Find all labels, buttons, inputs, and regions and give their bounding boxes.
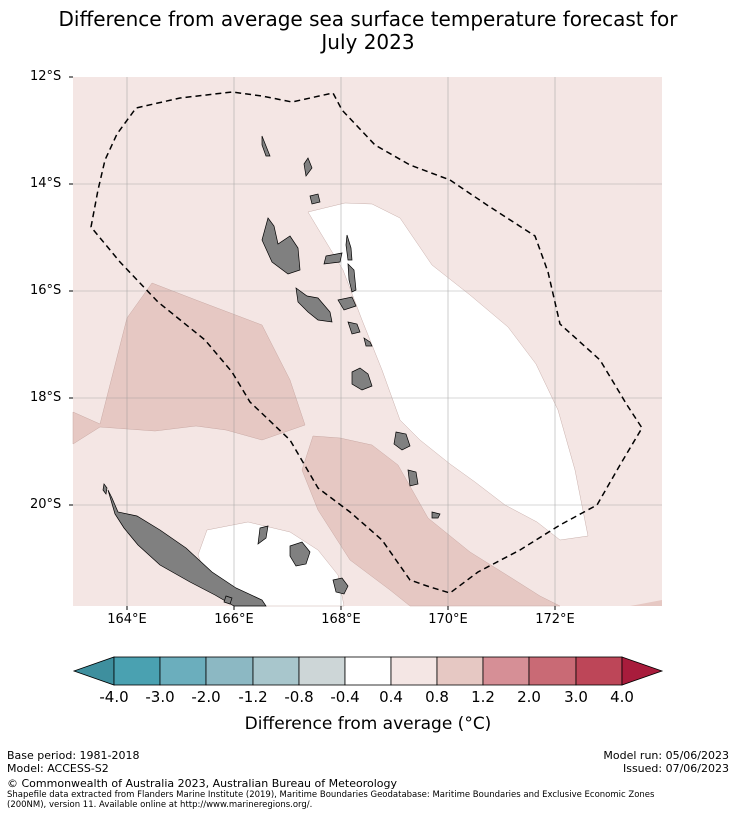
island-ambrym: [337, 296, 357, 311]
island-pentecost: [347, 263, 357, 293]
island-shepherds: [363, 337, 373, 347]
island-ambae: [323, 252, 343, 265]
island-efate: [351, 367, 373, 391]
island-epi: [347, 321, 361, 335]
lon-label-168e: 168°E: [321, 612, 361, 627]
island-new-caledonia: [107, 489, 267, 607]
island-banks: [261, 135, 271, 157]
footer-left: Base period: 1981-2018 Model: ACCESS-S2: [7, 749, 139, 775]
colorbar-segment-11: [575, 656, 623, 686]
colorbar-segment-8: [436, 656, 484, 686]
model-name: Model: ACCESS-S2: [7, 762, 109, 775]
island-belep: [102, 483, 108, 495]
map-title: Difference from average sea surface temp…: [0, 8, 736, 54]
lat-label-18s: 18°S: [30, 390, 62, 405]
island-maewo: [345, 234, 353, 261]
colorbar-tick-label: 2.0: [517, 688, 541, 706]
colorbar-tick-label: 4.0: [610, 688, 634, 706]
colorbar-tick-label: -0.4: [330, 688, 360, 706]
colorbar-tick-label: 0.8: [425, 688, 449, 706]
colorbar: [72, 656, 664, 686]
title-line-1: Difference from average sea surface temp…: [58, 7, 678, 31]
colorbar-tick-label: 0.4: [379, 688, 403, 706]
source-line-1: Shapefile data extracted from Flanders M…: [7, 790, 655, 800]
colorbar-tick-label: -0.8: [284, 688, 314, 706]
colorbar-tick-label: -3.0: [145, 688, 175, 706]
anomaly-band-south: [301, 435, 561, 607]
lat-label-20s: 20°S: [30, 497, 62, 512]
source-attribution: Shapefile data extracted from Flanders M…: [7, 790, 727, 810]
copyright-notice: © Commonwealth of Australia 2023, Austra…: [7, 777, 397, 790]
colorbar-tick-label: -2.0: [191, 688, 221, 706]
model-run-date: Model run: 05/06/2023: [603, 749, 729, 762]
island-mare: [332, 577, 349, 595]
colorbar-tick-label: -4.0: [99, 688, 129, 706]
anomaly-band-southeast-corner: [630, 600, 662, 606]
lon-label-172e: 172°E: [535, 612, 575, 627]
island-lifou: [289, 541, 311, 567]
island-espiritu-santo: [261, 217, 301, 275]
lon-label-164e: 164°E: [107, 612, 147, 627]
colorbar-segment-9: [482, 656, 530, 686]
colorbar-arrow-high: [621, 656, 664, 686]
island-gaua: [309, 193, 321, 205]
title-line-2: July 2023: [321, 30, 415, 54]
colorbar-segment-4: [252, 656, 300, 686]
island-ouvea: [257, 525, 269, 545]
colorbar-segment-10: [528, 656, 577, 686]
colorbar-title-text: Difference from average (: [244, 714, 465, 734]
island-torres: [303, 157, 313, 177]
island-malekula: [295, 287, 333, 323]
colorbar-title: Difference from average (°C): [0, 714, 736, 734]
colorbar-title-unit: °C): [464, 714, 492, 734]
island-pines: [223, 595, 233, 605]
base-period: Base period: 1981-2018: [7, 749, 140, 762]
colorbar-segment-5: [298, 656, 346, 686]
colorbar-segment-7: [390, 656, 438, 686]
map-gridlines: [73, 77, 662, 606]
island-tanna: [407, 469, 419, 487]
lat-label-12s: 12°S: [30, 69, 62, 84]
anomaly-band-west: [72, 282, 306, 445]
colorbar-tick-label: 3.0: [564, 688, 588, 706]
lon-label-166e: 166°E: [214, 612, 254, 627]
island-erromango: [393, 431, 411, 451]
lat-label-16s: 16°S: [30, 283, 62, 298]
island-aneityum: [431, 511, 441, 519]
colorbar-arrow-low: [72, 656, 115, 686]
footer-right: Model run: 05/06/2023 Issued: 07/06/2023: [603, 749, 729, 775]
lat-label-14s: 14°S: [30, 176, 62, 191]
land-masses: [102, 135, 441, 607]
colorbar-tick-label: -1.2: [238, 688, 268, 706]
source-line-2: (200NM), version 11. Available online at…: [7, 800, 313, 810]
colorbar-segment-2: [159, 656, 207, 686]
lon-label-170e: 170°E: [428, 612, 468, 627]
colorbar-tick-label: 1.2: [471, 688, 495, 706]
issued-date: Issued: 07/06/2023: [622, 762, 729, 775]
colorbar-segment-6: [344, 656, 392, 686]
colorbar-segment-3: [205, 656, 254, 686]
axis-ticks: [69, 76, 556, 610]
colorbar-segment-1: [113, 656, 161, 686]
